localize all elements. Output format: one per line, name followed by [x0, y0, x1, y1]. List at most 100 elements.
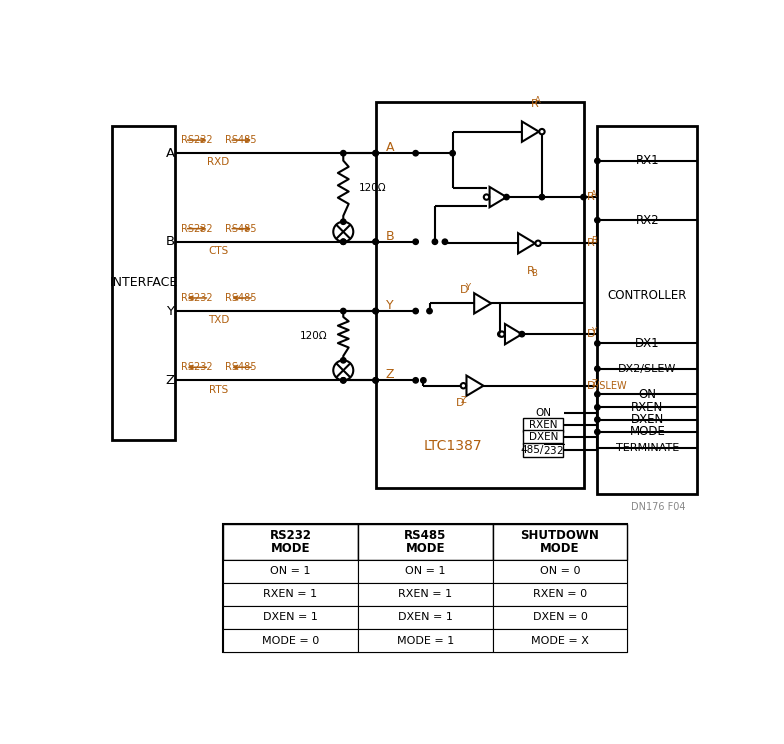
Text: RX1: RX1 — [636, 155, 659, 167]
Text: LTC1387: LTC1387 — [423, 439, 482, 453]
Circle shape — [595, 417, 600, 423]
Circle shape — [373, 378, 379, 383]
Circle shape — [595, 341, 600, 346]
Text: Y: Y — [591, 327, 596, 336]
Text: RS232: RS232 — [181, 362, 212, 372]
Text: D: D — [456, 398, 464, 408]
Text: ON = 0: ON = 0 — [540, 566, 580, 577]
Text: RS485: RS485 — [404, 528, 446, 542]
Text: A: A — [386, 141, 394, 154]
Text: MODE: MODE — [405, 542, 445, 555]
Text: MODE = 1: MODE = 1 — [397, 635, 454, 646]
Circle shape — [340, 308, 346, 314]
Circle shape — [373, 378, 379, 383]
Text: DN176 F04: DN176 F04 — [630, 502, 685, 513]
Text: RS485: RS485 — [225, 224, 256, 234]
Text: RX2: RX2 — [636, 214, 659, 227]
Bar — [597, 126, 698, 493]
Circle shape — [373, 239, 379, 245]
Text: RS485: RS485 — [225, 135, 256, 145]
Circle shape — [581, 194, 586, 200]
Text: ON: ON — [638, 388, 656, 401]
Bar — [358, 583, 492, 606]
Text: DX2/SLEW: DX2/SLEW — [619, 364, 677, 373]
Text: MODE: MODE — [270, 542, 310, 555]
Text: A: A — [165, 147, 175, 160]
Text: DXEN = 1: DXEN = 1 — [397, 612, 452, 623]
Text: CONTROLLER: CONTROLLER — [608, 289, 687, 302]
Bar — [524, 418, 564, 432]
Text: RXEN: RXEN — [631, 401, 663, 414]
Circle shape — [539, 194, 545, 200]
Text: TERMINATE: TERMINATE — [615, 443, 679, 453]
Circle shape — [340, 239, 346, 245]
Bar — [223, 559, 358, 583]
Text: MODE: MODE — [630, 426, 666, 438]
Circle shape — [413, 239, 419, 245]
Text: DX1: DX1 — [635, 337, 660, 350]
Text: /SLEW: /SLEW — [596, 381, 626, 391]
Text: DXEN: DXEN — [528, 432, 558, 443]
Circle shape — [535, 240, 541, 246]
Text: RTS: RTS — [209, 385, 228, 394]
Text: DXEN: DXEN — [631, 413, 664, 426]
Text: RXEN = 1: RXEN = 1 — [398, 589, 452, 600]
Circle shape — [413, 308, 419, 314]
Text: RS232: RS232 — [181, 135, 212, 145]
Text: DXEN = 1: DXEN = 1 — [263, 612, 318, 623]
Circle shape — [373, 150, 379, 156]
Circle shape — [595, 158, 600, 164]
Text: A: A — [591, 190, 597, 199]
Text: CTS: CTS — [209, 246, 229, 256]
Text: Z: Z — [386, 368, 394, 382]
Text: Y: Y — [166, 304, 174, 318]
Circle shape — [340, 150, 346, 156]
Text: RXEN: RXEN — [529, 420, 557, 430]
Bar — [492, 606, 627, 629]
Text: Z: Z — [591, 379, 597, 388]
Circle shape — [519, 331, 524, 337]
Bar — [223, 525, 358, 559]
Circle shape — [333, 360, 354, 380]
Bar — [358, 525, 492, 559]
Bar — [223, 606, 358, 629]
Text: Z: Z — [460, 396, 466, 405]
Circle shape — [340, 239, 346, 245]
Bar — [524, 430, 564, 444]
Circle shape — [373, 239, 379, 245]
Text: RXD: RXD — [208, 158, 230, 167]
Text: ON = 1: ON = 1 — [270, 566, 310, 577]
Text: ON: ON — [535, 408, 551, 417]
Circle shape — [413, 378, 419, 383]
Text: B: B — [386, 230, 394, 243]
Circle shape — [432, 239, 437, 245]
Circle shape — [426, 308, 432, 314]
Bar — [111, 126, 176, 440]
Text: RXEN = 1: RXEN = 1 — [263, 589, 318, 600]
Bar — [223, 629, 358, 652]
Circle shape — [595, 391, 600, 397]
Circle shape — [413, 150, 419, 156]
Text: DXEN = 0: DXEN = 0 — [532, 612, 587, 623]
Text: D: D — [586, 381, 595, 391]
Circle shape — [595, 405, 600, 410]
Text: RS232: RS232 — [181, 224, 212, 234]
Text: R: R — [527, 266, 534, 276]
Circle shape — [539, 129, 545, 135]
Circle shape — [373, 150, 379, 156]
Circle shape — [461, 383, 466, 388]
Circle shape — [340, 358, 346, 363]
Circle shape — [333, 222, 354, 242]
Circle shape — [595, 217, 600, 223]
Text: RS485: RS485 — [225, 293, 256, 303]
Circle shape — [340, 378, 346, 383]
Bar — [492, 629, 627, 652]
Text: RS232: RS232 — [270, 528, 311, 542]
Text: D: D — [586, 329, 595, 339]
Text: MODE = X: MODE = X — [531, 635, 589, 646]
Bar — [358, 629, 492, 652]
Text: MODE: MODE — [540, 542, 580, 555]
Circle shape — [373, 308, 379, 314]
Circle shape — [373, 308, 379, 314]
Text: B: B — [165, 235, 175, 248]
